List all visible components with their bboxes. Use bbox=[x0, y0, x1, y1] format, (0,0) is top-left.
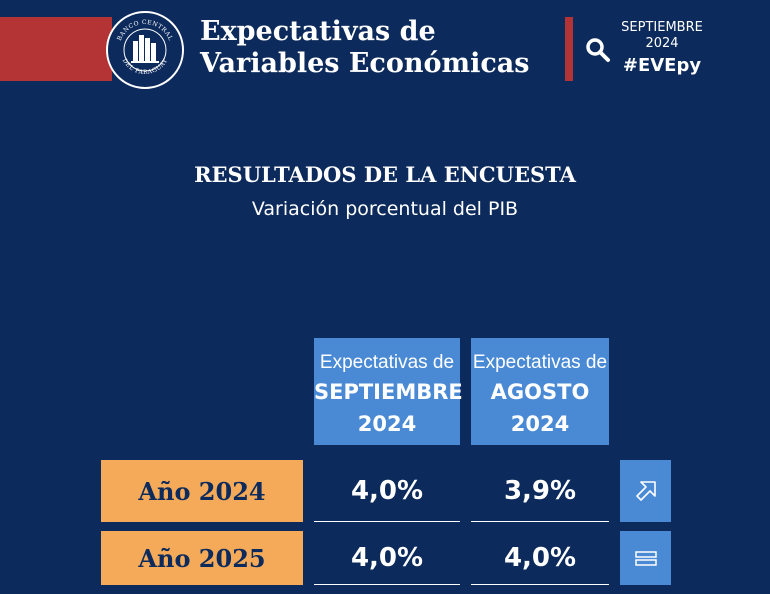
value-ago-2025: 4,0% bbox=[471, 531, 609, 585]
header-title-line2: Variables Económicas bbox=[200, 48, 530, 79]
trend-cell-2024 bbox=[620, 460, 671, 522]
header-title-line1: Expectativas de bbox=[200, 16, 436, 47]
column-header-line1: Expectativas de bbox=[319, 352, 455, 373]
header-red-band bbox=[0, 17, 112, 81]
trend-cell-2025 bbox=[620, 531, 671, 585]
equals-icon bbox=[634, 551, 657, 566]
seal-text-top: BANCO CENTRAL bbox=[116, 19, 174, 42]
bcp-seal-logo: BANCO CENTRAL DEL PARAGUAY bbox=[106, 11, 184, 89]
column-header-septiembre: Expectativas de SEPTIEMBRE 2024 bbox=[314, 338, 463, 445]
header-month: SEPTIEMBRE bbox=[621, 20, 703, 35]
svg-text:BANCO CENTRAL: BANCO CENTRAL bbox=[116, 19, 174, 42]
header-date: SEPTIEMBRE 2024 bbox=[612, 20, 712, 52]
header-hashtag: #EVEpy bbox=[622, 55, 702, 76]
section-subtitle: Variación porcentual del PIB bbox=[251, 198, 519, 220]
section-title: RESULTADOS DE LA ENCUESTA bbox=[194, 162, 576, 187]
column-header-line2: AGOSTO bbox=[490, 380, 590, 404]
value-sep-2025: 4,0% bbox=[314, 531, 460, 585]
column-header-line1: Expectativas de bbox=[472, 352, 608, 373]
header-year: 2024 bbox=[645, 36, 679, 51]
row-label-2025: Año 2025 bbox=[101, 531, 303, 585]
column-header-line3: 2024 bbox=[510, 412, 570, 436]
column-header-agosto: Expectativas de AGOSTO 2024 bbox=[471, 338, 609, 445]
value-ago-2024: 3,9% bbox=[471, 460, 609, 522]
column-header-line3: 2024 bbox=[357, 412, 417, 436]
arrow-up-right-icon bbox=[635, 481, 656, 501]
header-divider bbox=[565, 17, 573, 81]
column-header-line2: SEPTIEMBRE bbox=[314, 380, 463, 404]
row-label-2024: Año 2024 bbox=[101, 460, 303, 522]
value-sep-2024: 4,0% bbox=[314, 460, 460, 522]
header-title: Expectativas de Variables Económicas bbox=[200, 16, 529, 80]
search-icon bbox=[583, 35, 613, 65]
